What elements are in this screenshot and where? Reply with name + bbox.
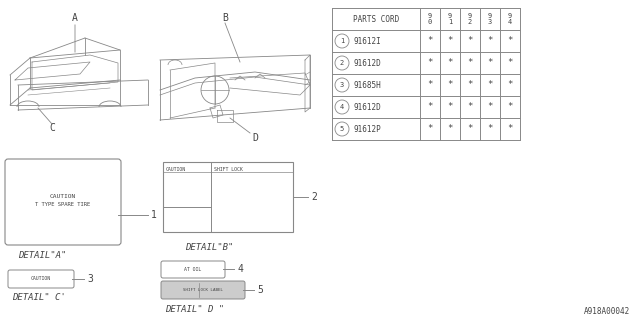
Text: CAUTION: CAUTION (50, 194, 76, 198)
Text: A918A00042: A918A00042 (584, 307, 630, 316)
Text: 3: 3 (340, 82, 344, 88)
Circle shape (335, 56, 349, 70)
Text: *: * (508, 59, 513, 68)
Text: 2: 2 (340, 60, 344, 66)
Text: *: * (467, 36, 473, 45)
FancyBboxPatch shape (161, 281, 245, 299)
Text: *: * (447, 36, 452, 45)
Text: *: * (428, 81, 433, 90)
Text: C: C (49, 123, 55, 133)
Text: 9: 9 (448, 13, 452, 19)
FancyBboxPatch shape (5, 159, 121, 245)
Text: B: B (222, 13, 228, 23)
Text: *: * (508, 36, 513, 45)
Text: A: A (72, 13, 78, 23)
FancyBboxPatch shape (161, 261, 225, 278)
Text: 91612I: 91612I (354, 36, 381, 45)
Text: 9: 9 (468, 13, 472, 19)
Text: AT OIL: AT OIL (184, 267, 202, 272)
Text: *: * (508, 81, 513, 90)
Text: *: * (447, 81, 452, 90)
Text: *: * (428, 59, 433, 68)
Text: 91685H: 91685H (354, 81, 381, 90)
Text: CAUTION: CAUTION (166, 167, 186, 172)
Text: *: * (467, 59, 473, 68)
Text: 91612D: 91612D (354, 102, 381, 111)
Text: CAUTION: CAUTION (31, 276, 51, 282)
Text: 1: 1 (340, 38, 344, 44)
Text: *: * (487, 102, 493, 111)
Text: DETAIL"B": DETAIL"B" (185, 243, 234, 252)
Text: 91612P: 91612P (354, 124, 381, 133)
Text: 3: 3 (488, 19, 492, 25)
Text: 9: 9 (488, 13, 492, 19)
Text: 1: 1 (151, 210, 157, 220)
Text: SHIFT LOCK LABEL: SHIFT LOCK LABEL (183, 288, 223, 292)
Text: *: * (428, 36, 433, 45)
Circle shape (335, 122, 349, 136)
Text: 5: 5 (340, 126, 344, 132)
Text: T TYPE SPARE TIRE: T TYPE SPARE TIRE (35, 202, 91, 206)
Text: DETAIL" D ": DETAIL" D " (165, 306, 224, 315)
Text: 0: 0 (428, 19, 432, 25)
Text: 2: 2 (468, 19, 472, 25)
Text: *: * (447, 124, 452, 133)
Text: 5: 5 (257, 285, 263, 295)
Text: 2: 2 (311, 192, 317, 202)
Text: 9: 9 (428, 13, 432, 19)
Text: 4: 4 (237, 264, 243, 274)
Text: *: * (487, 36, 493, 45)
Text: DETAIL"A": DETAIL"A" (18, 251, 67, 260)
Text: 1: 1 (448, 19, 452, 25)
Text: *: * (428, 102, 433, 111)
Circle shape (335, 78, 349, 92)
Text: D: D (252, 133, 258, 143)
Circle shape (335, 100, 349, 114)
Text: 9: 9 (508, 13, 512, 19)
Text: *: * (487, 81, 493, 90)
Text: *: * (487, 124, 493, 133)
Circle shape (335, 34, 349, 48)
Text: *: * (487, 59, 493, 68)
Text: DETAIL" C': DETAIL" C' (12, 293, 66, 302)
Bar (163, 162, 293, 232)
Text: *: * (508, 102, 513, 111)
Text: 4: 4 (340, 104, 344, 110)
Text: *: * (508, 124, 513, 133)
Text: *: * (467, 81, 473, 90)
Text: SHIFT LOCK: SHIFT LOCK (214, 167, 243, 172)
Text: *: * (467, 102, 473, 111)
Text: *: * (447, 59, 452, 68)
Text: 3: 3 (87, 274, 93, 284)
Text: *: * (467, 124, 473, 133)
Text: 91612D: 91612D (354, 59, 381, 68)
Text: 4: 4 (508, 19, 512, 25)
FancyBboxPatch shape (8, 270, 74, 288)
Text: *: * (428, 124, 433, 133)
Text: PARTS CORD: PARTS CORD (353, 14, 399, 23)
Text: *: * (447, 102, 452, 111)
